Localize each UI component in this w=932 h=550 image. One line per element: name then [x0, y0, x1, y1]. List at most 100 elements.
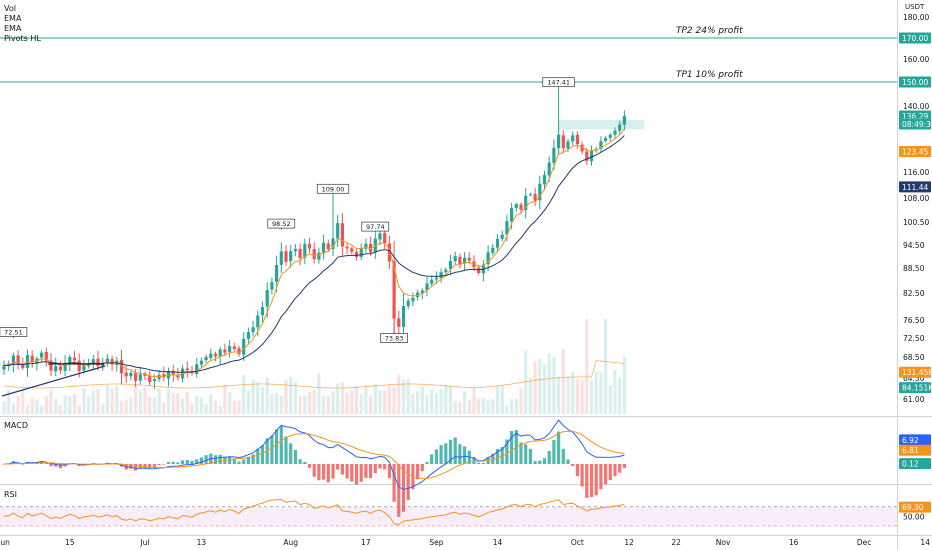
volume-bar [101, 404, 105, 414]
candle-body [21, 363, 25, 369]
volume-bar [561, 348, 565, 414]
candle-body [49, 360, 53, 371]
candle-body [317, 252, 321, 260]
candle-body [82, 365, 86, 371]
volume-bar [204, 404, 208, 414]
macd-histogram-bar [463, 446, 467, 464]
rsi-line [3, 499, 625, 526]
volume-bar [392, 387, 396, 414]
volume-bar [307, 391, 312, 414]
candle-body [401, 306, 406, 327]
candle-body [213, 353, 218, 357]
candle-body [491, 247, 495, 253]
price-tag-2: 08:49:30 [899, 118, 932, 130]
candle-body [77, 360, 81, 372]
volume-bar [190, 403, 194, 414]
volume-bar [35, 399, 39, 414]
macd-histogram-bar [58, 464, 62, 469]
candle-body [599, 141, 603, 149]
legend-item-pivots[interactable]: Pivots HL [4, 34, 41, 43]
macd-histogram-bar [585, 464, 589, 498]
time-axis[interactable]: Jun 15 Jul 13 Aug 17 Sep 14 Oct 12 22 Nov 16 Dec 14 [0, 538, 930, 547]
svg-text:131.458K: 131.458K [902, 368, 932, 377]
volume-bar [246, 390, 250, 414]
price-tag-6: 84.151K [899, 382, 932, 394]
candle-body [246, 332, 250, 339]
macd-histogram-bar [383, 464, 387, 470]
volume-bar [416, 391, 420, 414]
price-tick-label: 100.50 [903, 218, 929, 227]
volume-bar [406, 378, 410, 414]
tp-price-tag-2: 150.00 [899, 76, 931, 88]
macd-histogram-bar [561, 448, 565, 464]
volume-bar [420, 386, 424, 414]
legend-item-ema-2[interactable]: EMA [4, 24, 22, 33]
macd-histogram-bar [401, 464, 406, 512]
volume-bar [350, 390, 354, 414]
macd-histogram-bar [298, 459, 302, 464]
volume-bar [270, 393, 274, 414]
legend-item-vol[interactable]: Vol [4, 4, 16, 13]
macd-histogram-bar [166, 462, 171, 464]
time-tick-label: Jul [139, 538, 149, 547]
macd-histogram-bar [467, 450, 471, 464]
legend-item-ema-1[interactable]: EMA [4, 14, 22, 23]
volume-bar [505, 405, 509, 414]
macd-signal-line [4, 430, 625, 480]
candle-body [265, 290, 269, 307]
macd-histogram-bar [557, 431, 561, 464]
candle-body [448, 261, 453, 270]
candle-body [293, 248, 297, 252]
resistance-zone [559, 120, 644, 130]
candle-body [510, 207, 514, 222]
macd-histogram-bar [613, 464, 617, 477]
candle-body [552, 147, 556, 163]
volume-bar [383, 390, 387, 414]
macd-histogram-bar [524, 444, 528, 464]
price-tag-3: 123.45 [899, 146, 931, 158]
macd-histogram-bar [589, 464, 594, 498]
tp-label-2: TP1 10% profit [676, 70, 743, 80]
macd-histogram-bar [21, 464, 25, 465]
candle-body [129, 372, 133, 377]
volume-bar [369, 395, 373, 414]
macd-title[interactable]: MACD [4, 421, 28, 430]
macd-histogram-bar [387, 464, 391, 479]
candle-body [228, 346, 232, 352]
svg-text:150.00: 150.00 [902, 78, 928, 87]
rsi-title[interactable]: RSI [4, 490, 17, 499]
volume-bar [44, 396, 48, 414]
candle-body [505, 221, 509, 235]
trend-lines [1, 363, 106, 397]
volume-bar [585, 319, 589, 414]
volume-bar [213, 400, 218, 414]
volume-bar [401, 379, 406, 414]
candle-body [458, 256, 462, 265]
macd-histogram-bar [481, 462, 485, 464]
candle-body [284, 251, 288, 262]
candle-body [204, 357, 208, 361]
candle-body [453, 256, 457, 262]
volume-bar [251, 380, 255, 414]
volume-bar [157, 388, 161, 414]
macd-histogram-bar [218, 454, 222, 464]
volume-bar [373, 383, 377, 414]
macd-histogram-bar [599, 464, 603, 490]
volume-bar [49, 390, 53, 414]
ema-slow-line [3, 135, 625, 373]
rsi-indicator [3, 499, 625, 526]
macd-histogram-bar [378, 464, 382, 469]
volume-bar [533, 361, 537, 414]
volume-bar [119, 400, 124, 414]
macd-histogram-bar [232, 458, 236, 464]
pivot-label: 98.52 [267, 218, 296, 230]
macd-histogram-bar [444, 443, 448, 464]
candle-body [566, 141, 570, 149]
volume-bar [96, 389, 100, 414]
volume-bar [580, 379, 584, 414]
candle-body [463, 257, 467, 264]
macd-histogram-bar [434, 449, 438, 464]
time-tick-label: 16 [789, 538, 799, 547]
